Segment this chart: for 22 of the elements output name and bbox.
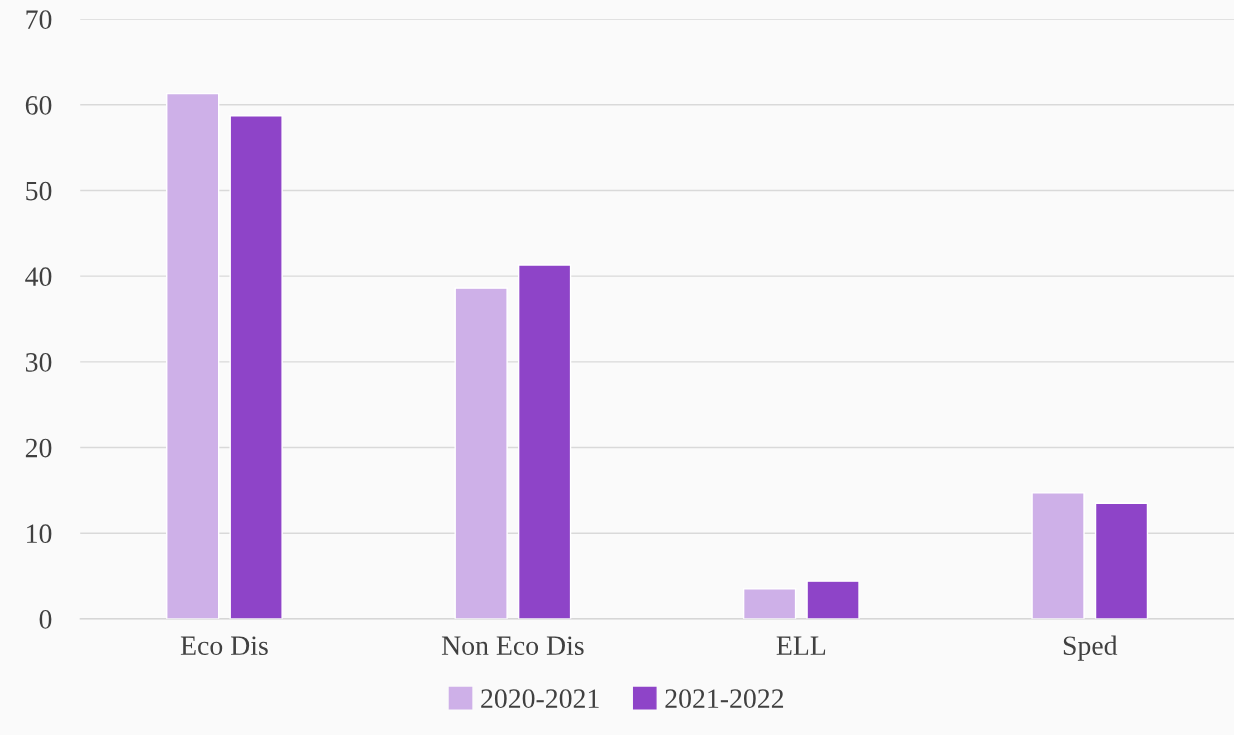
y-tick-label: 40 <box>25 267 52 287</box>
legend-label: 2020-2021 <box>481 689 599 709</box>
x-tick-label: Eco Dis <box>180 636 268 656</box>
bar <box>229 115 283 619</box>
bar <box>166 92 220 619</box>
bar <box>517 264 572 619</box>
bar <box>454 287 508 619</box>
bar <box>1031 492 1085 619</box>
x-tick-label: Sped <box>1063 635 1118 661</box>
y-tick-label: 10 <box>27 524 52 544</box>
y-tick-label: 20 <box>25 438 52 458</box>
y-tick-label: 60 <box>25 95 52 115</box>
x-tick-label: ELL <box>776 636 826 655</box>
bar <box>1094 502 1149 619</box>
y-tick-label: 30 <box>25 353 52 372</box>
y-tick-label: 70 <box>26 10 52 30</box>
y-tick-label: 50 <box>26 181 52 201</box>
y-tick-label: 0 <box>39 610 52 629</box>
x-tick-label: Non Eco Dis <box>441 636 584 656</box>
bar <box>806 580 860 619</box>
bar <box>742 588 797 619</box>
legend-label: 2021-2022 <box>665 689 784 709</box>
